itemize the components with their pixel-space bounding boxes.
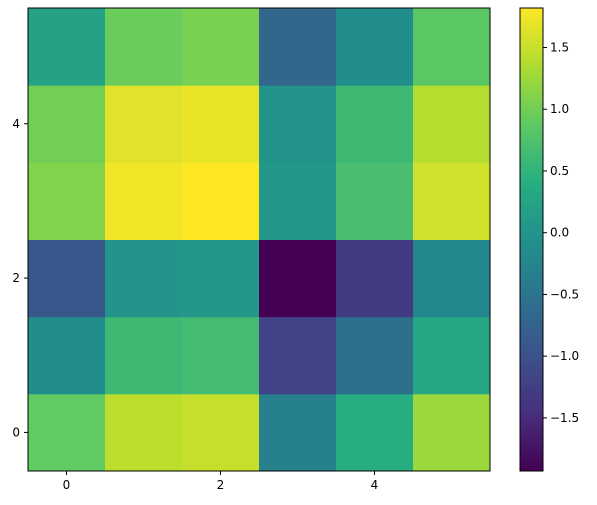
colorbar [519, 7, 544, 472]
x-axis: 0 2 4 [63, 471, 379, 492]
heatmap-cell [105, 393, 183, 472]
y-tick-label: 0 [12, 425, 20, 439]
heatmap-cell [259, 393, 337, 472]
heatmap-cell [182, 316, 260, 395]
colorbar-tick-label: 1.0 [550, 102, 569, 116]
heatmap-cell [105, 85, 183, 163]
colorbar-tick-label: −1.0 [550, 349, 579, 363]
heatmap-cell [105, 239, 183, 318]
heatmap-cell [336, 393, 414, 472]
heatmap-cell [413, 316, 491, 395]
heatmap-cell [28, 316, 106, 395]
y-tick-label: 4 [12, 117, 20, 131]
heatmap-cell [413, 85, 491, 163]
heatmap-cell [259, 85, 337, 163]
heatmap-cell [105, 8, 183, 86]
y-axis: 0 2 4 [12, 117, 28, 439]
heatmap-cell [413, 162, 491, 240]
heatmap-cell [105, 162, 183, 240]
heatmap-cell [28, 393, 106, 472]
colorbar-tick-label: −1.5 [550, 411, 579, 425]
colorbar-tick-label: 0.0 [550, 226, 569, 240]
heatmap-cell [259, 239, 337, 318]
x-tick-label: 2 [217, 478, 225, 492]
y-tick-label: 2 [12, 271, 20, 285]
heatmap-cell [336, 8, 414, 86]
heatmap-cell [336, 316, 414, 395]
heatmap-cell [182, 393, 260, 472]
heatmap-cell [259, 162, 337, 240]
heatmap-cell [413, 8, 491, 86]
heatmap-cell [28, 85, 106, 163]
heatmap-cell [336, 162, 414, 240]
heatmap-cell [336, 239, 414, 318]
x-tick-label: 0 [63, 478, 71, 492]
heatmap-cell [413, 239, 491, 318]
plot-frame [27, 7, 491, 472]
x-tick-label: 4 [371, 478, 379, 492]
colorbar-tick-label: 0.5 [550, 164, 569, 178]
heatmap-cell [413, 393, 491, 472]
heatmap-cell [28, 162, 106, 240]
heatmap-cells [28, 8, 491, 472]
heatmap-cell [259, 316, 337, 395]
colorbar-axis: −1.5 −1.0 −0.5 0.0 0.5 1.0 1.5 [543, 41, 579, 425]
heatmap-cell [28, 239, 106, 318]
heatmap-cell [182, 239, 260, 318]
heatmap-cell [182, 162, 260, 240]
heatmap-cell [28, 8, 106, 86]
colorbar-tick-label: −0.5 [550, 287, 579, 301]
heatmap-cell [259, 8, 337, 86]
heatmap-cell [182, 8, 260, 86]
heatmap-cell [182, 85, 260, 163]
heatmap-cell [105, 316, 183, 395]
colorbar-tick-label: 1.5 [550, 41, 569, 55]
heatmap-cell [336, 85, 414, 163]
